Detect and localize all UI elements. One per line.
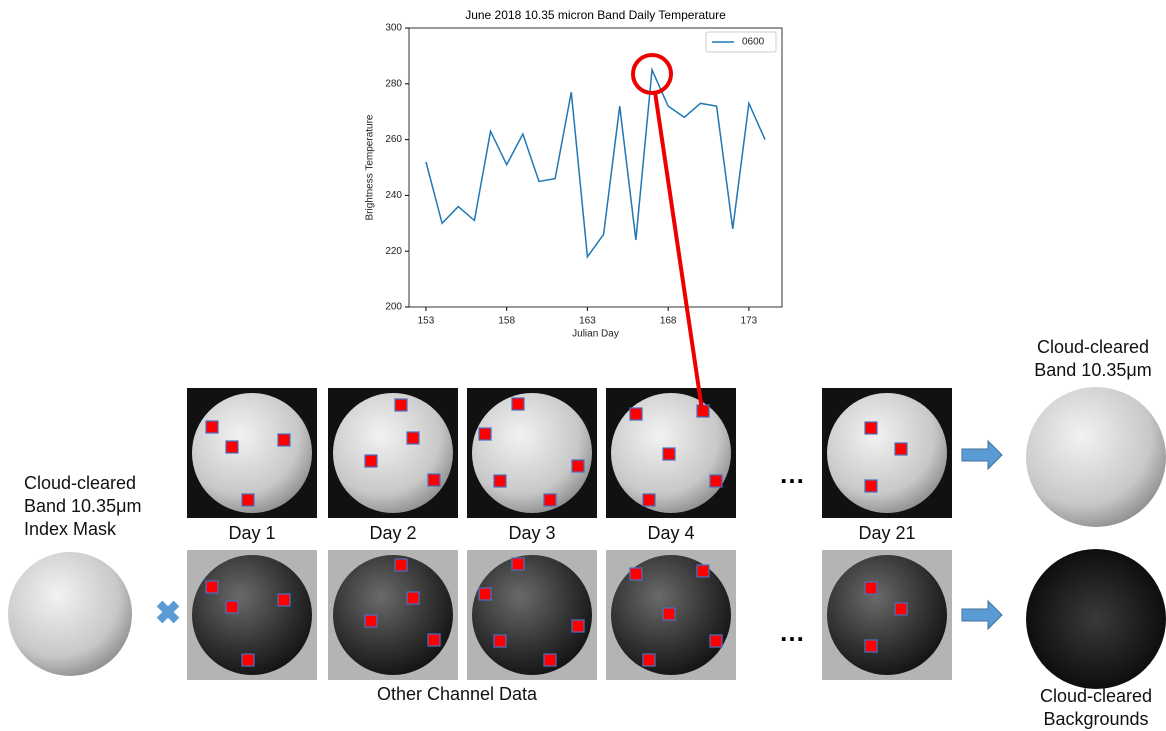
sample-marker xyxy=(511,397,525,411)
mask-label: Cloud-cleared xyxy=(24,473,136,493)
y-tick-label: 220 xyxy=(385,246,402,257)
sample-marker xyxy=(642,653,656,667)
sample-marker xyxy=(493,474,507,488)
line-chart: June 2018 10.35 micron Band Daily Temper… xyxy=(365,8,783,340)
y-tick-label: 300 xyxy=(385,23,402,34)
sample-marker xyxy=(894,602,908,616)
sample-marker xyxy=(241,653,255,667)
arrow xyxy=(961,599,1003,631)
sample-marker xyxy=(205,420,219,434)
highlight-link xyxy=(653,91,704,411)
x-tick-label: 158 xyxy=(498,316,515,327)
result-globe xyxy=(1026,387,1166,527)
legend-label: 0600 xyxy=(742,37,765,48)
globe xyxy=(333,555,453,675)
result-label: Cloud-cleared xyxy=(1040,686,1152,706)
y-axis-label: Brightness Temperature xyxy=(365,114,376,220)
result-label: Band 10.35μm xyxy=(1034,360,1151,380)
ellipsis: … xyxy=(779,617,805,647)
sample-marker xyxy=(571,459,585,473)
sample-marker xyxy=(662,447,676,461)
sample-marker xyxy=(427,473,441,487)
sample-marker xyxy=(894,442,908,456)
y-tick-label: 200 xyxy=(385,302,402,313)
sample-marker xyxy=(642,493,656,507)
sample-marker xyxy=(406,591,420,605)
pipeline: Day 1 Day 2 Day 3 Day 4 Day 21 … … Cloud-cleare… xyxy=(8,337,1166,729)
sample-marker xyxy=(225,440,239,454)
sample-marker xyxy=(406,431,420,445)
result-label: Backgrounds xyxy=(1043,709,1148,729)
sample-marker xyxy=(543,493,557,507)
globe xyxy=(827,555,947,675)
y-tick-label: 240 xyxy=(385,190,402,201)
multiply-icon xyxy=(156,600,180,624)
sample-marker xyxy=(394,558,408,572)
y-tick-label: 260 xyxy=(385,134,402,145)
sample-marker xyxy=(696,564,710,578)
sample-marker xyxy=(277,433,291,447)
sample-marker xyxy=(511,557,525,571)
mask-label: Band 10.35μm xyxy=(24,496,141,516)
day-label: Day 3 xyxy=(508,523,555,543)
day-label: Day 1 xyxy=(228,523,275,543)
sample-marker xyxy=(629,567,643,581)
series-line xyxy=(425,66,766,259)
result-label: Cloud-cleared xyxy=(1037,337,1149,357)
sample-marker xyxy=(709,474,723,488)
sample-marker xyxy=(225,600,239,614)
highlight-circle xyxy=(631,53,673,95)
sample-marker xyxy=(709,634,723,648)
sample-marker xyxy=(629,407,643,421)
chart-title: June 2018 10.35 micron Band Daily Temper… xyxy=(465,8,726,22)
globe xyxy=(333,393,453,513)
sample-marker xyxy=(277,593,291,607)
result-globe xyxy=(1026,549,1166,689)
mask-label: Index Mask xyxy=(24,519,117,539)
sample-marker xyxy=(493,634,507,648)
day-label: Day 21 xyxy=(858,523,915,543)
sample-marker xyxy=(864,421,878,435)
x-tick-label: 163 xyxy=(579,316,596,327)
sample-marker xyxy=(364,454,378,468)
x-tick-label: 153 xyxy=(418,316,435,327)
x-tick-label: 173 xyxy=(741,316,758,327)
globe xyxy=(827,393,947,513)
sample-marker xyxy=(571,619,585,633)
sample-marker xyxy=(864,479,878,493)
day-label: Day 2 xyxy=(369,523,416,543)
sample-marker xyxy=(478,587,492,601)
x-axis-label: Julian Day xyxy=(572,329,619,340)
x-tick-label: 168 xyxy=(660,316,677,327)
sample-marker xyxy=(864,639,878,653)
other-channel-label: Other Channel Data xyxy=(377,684,538,704)
sample-marker xyxy=(364,614,378,628)
mask-globe xyxy=(8,552,132,676)
sample-marker xyxy=(427,633,441,647)
globe xyxy=(192,393,312,513)
sample-marker xyxy=(205,580,219,594)
globe xyxy=(472,393,592,513)
sample-marker xyxy=(241,493,255,507)
day-label: Day 4 xyxy=(647,523,694,543)
globe xyxy=(472,555,592,675)
sample-marker xyxy=(864,581,878,595)
globe xyxy=(192,555,312,675)
legend-box xyxy=(705,31,777,53)
plot-frame xyxy=(408,27,783,308)
sample-marker xyxy=(662,607,676,621)
sample-marker xyxy=(543,653,557,667)
sample-marker xyxy=(478,427,492,441)
y-tick-label: 280 xyxy=(385,78,402,89)
ellipsis: … xyxy=(779,459,805,489)
arrow xyxy=(961,439,1003,471)
sample-marker xyxy=(394,398,408,412)
